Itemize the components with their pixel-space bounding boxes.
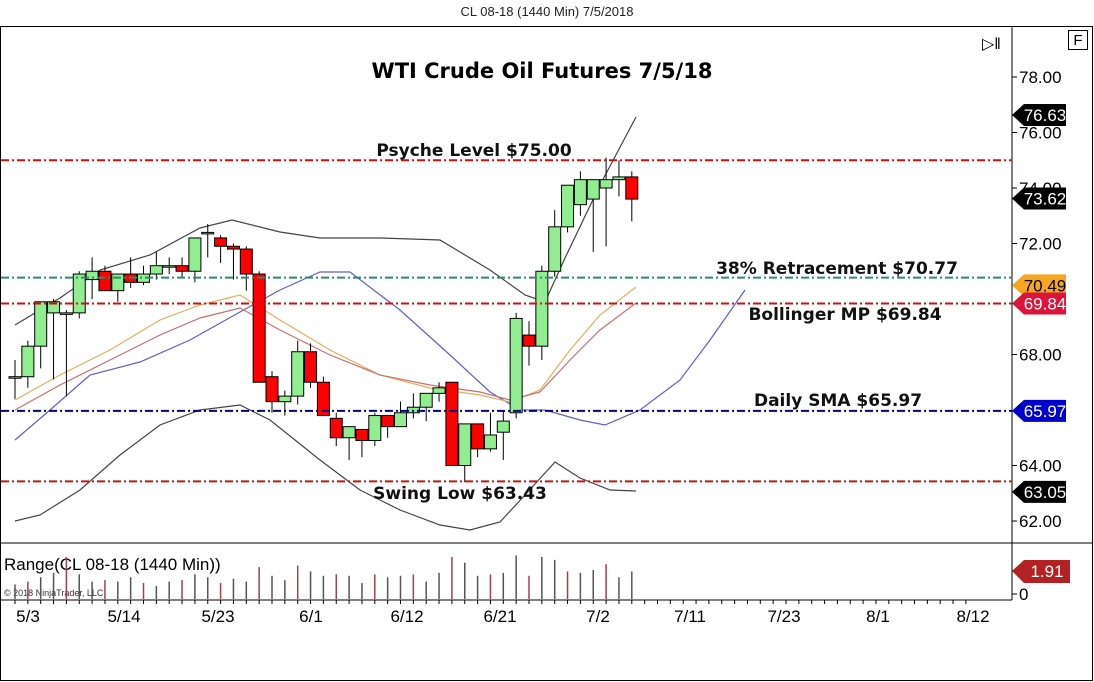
candle-up	[586, 179, 600, 200]
price-marker	[1012, 274, 1066, 297]
x-tick-label: 8/12	[956, 607, 989, 626]
candle-up	[561, 184, 575, 228]
candle-up	[496, 420, 510, 433]
indicator-title: Range(CL 08-18 (1440 Min))	[4, 555, 221, 574]
candle-up	[85, 270, 99, 281]
candle-down	[304, 351, 318, 383]
f-button[interactable]: F	[1068, 30, 1088, 50]
candle-up	[419, 392, 433, 408]
price-marker-label: 73.62	[1024, 190, 1067, 209]
x-tick-label: 5/14	[107, 607, 140, 626]
bollinger-upper-line	[14, 116, 637, 326]
price-marker-label: 65.97	[1024, 402, 1067, 421]
candle-up	[149, 265, 163, 275]
zero-label: 0	[1019, 585, 1028, 604]
candle-down	[625, 176, 639, 200]
x-tick-label: 5/3	[16, 607, 40, 626]
price-marker-label: 69.84	[1024, 294, 1067, 313]
candle-up	[291, 351, 305, 397]
window-title: CL 08-18 (1440 Min) 7/5/2018	[460, 4, 634, 19]
x-tick-label: 8/1	[866, 607, 890, 626]
bollinger-lower-line	[14, 404, 637, 531]
candle-down	[98, 270, 112, 292]
candle-up	[483, 434, 497, 450]
ema-fast-line	[14, 286, 637, 403]
level-label: Psyche Level $75.00	[376, 141, 571, 161]
candle-up	[21, 345, 35, 378]
candle-up	[201, 231, 215, 235]
candle-up	[111, 273, 125, 292]
chart-frame	[0, 26, 1093, 681]
chart-title: WTI Crude Oil Futures 7/5/18	[372, 59, 713, 83]
price-marker	[1012, 104, 1066, 127]
candle-up	[573, 179, 587, 206]
candle-down	[445, 381, 459, 466]
candle-down	[239, 248, 253, 275]
price-marker	[1012, 292, 1066, 315]
candle-up	[458, 423, 472, 466]
candle-down	[355, 428, 369, 442]
candle-down	[316, 381, 330, 417]
level-label: 38% Retracement $70.77	[716, 259, 958, 279]
price-marker-label: 63.05	[1024, 483, 1067, 502]
candle-down	[175, 265, 189, 272]
y-tick-label: 62.00	[1019, 512, 1062, 531]
scroll-to-end-icon[interactable]: ▷‖	[982, 36, 1001, 53]
candle-up	[599, 179, 613, 189]
candle-up	[612, 176, 626, 181]
candle-down	[265, 376, 279, 403]
price-marker	[1012, 187, 1066, 210]
candle-up	[535, 270, 549, 347]
level-label: Swing Low $63.43	[373, 484, 547, 504]
bollinger-mid-line	[14, 271, 746, 441]
x-tick-label: 7/23	[767, 607, 800, 626]
price-marker-label: 76.63	[1024, 106, 1067, 125]
candle-up	[509, 317, 523, 414]
y-tick-label: 72.00	[1019, 235, 1062, 254]
candle-down	[522, 334, 536, 347]
x-tick-label: 6/21	[483, 607, 516, 626]
candle-down	[214, 237, 228, 247]
candle-down	[252, 273, 266, 383]
level-label: Bollinger MP $69.84	[748, 305, 941, 325]
candle-down	[381, 415, 395, 428]
ema-slow-line	[14, 302, 637, 411]
candle-up	[432, 387, 446, 394]
candle-up	[368, 415, 382, 442]
candle-up	[162, 265, 176, 268]
y-tick-label: 76.00	[1019, 124, 1062, 143]
candle-up	[278, 395, 292, 403]
candle-up	[342, 426, 356, 439]
candle-up	[72, 273, 86, 314]
candle-up	[394, 412, 407, 428]
candle-up	[47, 301, 61, 314]
range-value-marker	[1012, 560, 1070, 583]
candle-up	[8, 376, 22, 379]
level-label: Daily SMA $65.97	[754, 391, 922, 411]
x-tick-label: 6/12	[390, 607, 423, 626]
y-tick-label: 64.00	[1019, 457, 1062, 476]
price-marker-label: 70.49	[1024, 276, 1067, 295]
candle-down	[471, 423, 485, 450]
candle-down	[226, 245, 240, 250]
x-tick-label: 6/1	[299, 607, 323, 626]
candle-up	[34, 301, 48, 347]
candle-up	[59, 312, 73, 315]
x-tick-label: 7/11	[674, 607, 706, 626]
x-tick-label: 5/23	[201, 607, 234, 626]
candle-up	[548, 226, 562, 272]
y-tick-label: 68.00	[1019, 346, 1062, 365]
candle-up	[188, 237, 202, 272]
y-tick-label: 78.00	[1019, 68, 1062, 87]
price-marker	[1012, 399, 1066, 422]
range-value-label: 1.91	[1030, 562, 1063, 581]
x-tick-label: 7/2	[586, 607, 610, 626]
candle-down	[329, 417, 343, 439]
price-marker	[1012, 480, 1066, 503]
